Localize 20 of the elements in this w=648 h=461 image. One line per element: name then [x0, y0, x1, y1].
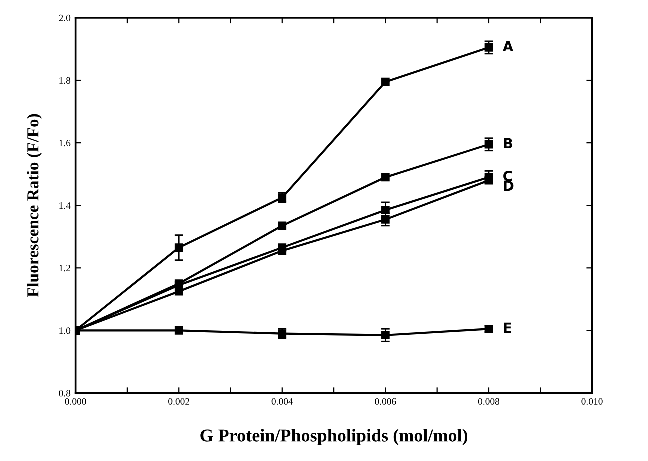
x-axis-title: G Protein/Phospholipids (mol/mol)	[200, 429, 468, 446]
y-tick-label: 1.2	[60, 265, 70, 272]
y-tick-label: 1.4	[60, 202, 71, 210]
series-label: D	[504, 180, 514, 192]
x-tick-label: 0.000	[65, 398, 86, 405]
y-tick-label: 0.8	[59, 390, 71, 397]
x-tick-label: 0.006	[375, 398, 396, 405]
y-tick-label: 1.8	[60, 77, 71, 84]
x-tick-label: 0.008	[478, 398, 500, 405]
series-label: E	[504, 322, 512, 333]
y-axis-title: Fluorescence Ratio (F/Fo)	[27, 114, 42, 298]
x-tick-label: 0.004	[272, 398, 294, 405]
series-label: C	[504, 170, 512, 182]
x-tick-label: 0.002	[168, 398, 190, 405]
series-label: A	[502, 41, 514, 52]
y-tick-label: 1.6	[60, 140, 71, 147]
x-tick-label: 0.010	[582, 398, 603, 405]
series-label: B	[504, 138, 512, 148]
y-tick-label: 1.0	[60, 328, 71, 334]
y-tick-label: 2.0	[59, 14, 71, 22]
